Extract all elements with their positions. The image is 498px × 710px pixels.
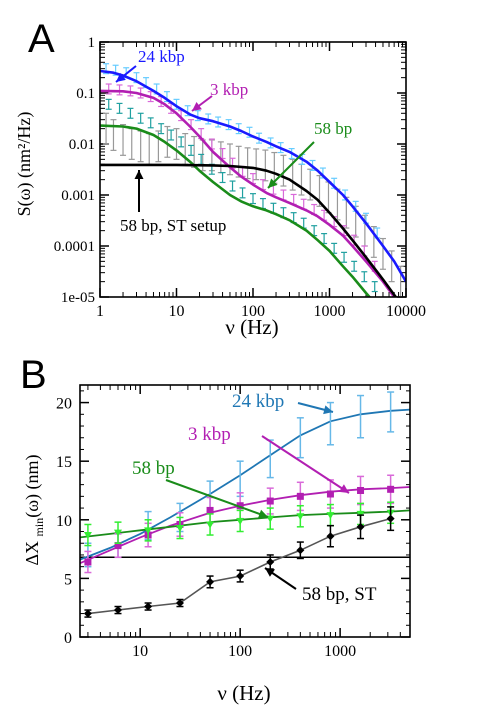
- y-tick-label: 0.1: [76, 86, 95, 102]
- data-point: [206, 577, 215, 586]
- y-tick-label: 20: [56, 396, 72, 413]
- x-tick-label: 10000: [386, 303, 426, 320]
- data-point: [296, 546, 305, 555]
- panel-a-annotation: 3 kbp: [210, 80, 248, 99]
- data-point: [84, 558, 92, 566]
- fit-line-24-kbp: [100, 69, 406, 283]
- annotation-arrow: [267, 141, 315, 189]
- x-tick-label: 10: [169, 303, 185, 320]
- x-tick-label: 100: [241, 303, 265, 320]
- data-point: [296, 513, 305, 521]
- data-point: [266, 497, 274, 505]
- annotation-arrowhead: [192, 102, 202, 111]
- panel-a-annotation: 24 kbp: [138, 47, 185, 66]
- data-point: [175, 599, 184, 608]
- panel-a-label: A: [28, 17, 55, 61]
- data-point: [175, 524, 184, 532]
- panel-a-annotation: 58 bp, ST setup: [120, 216, 226, 235]
- data-point: [266, 557, 275, 566]
- ylabel-subscript: min: [32, 518, 46, 537]
- data-point: [326, 512, 335, 520]
- data-point: [296, 492, 304, 500]
- y-tick-label: 0.01: [69, 137, 95, 153]
- y-tick-label: 1e-05: [61, 290, 95, 306]
- panel-b-frame: [79, 384, 411, 638]
- x-tick-label: 1: [96, 303, 104, 320]
- data-point: [236, 502, 244, 510]
- data-point: [386, 514, 395, 523]
- data-point: [326, 532, 335, 541]
- fit-line: [80, 509, 410, 539]
- data-point: [236, 517, 245, 525]
- panel-a-xlabel: ν (Hz): [225, 315, 278, 339]
- panel-b-annotation: 3 kbp: [188, 424, 231, 445]
- panel-b-annotation: 24 kbp: [232, 391, 284, 412]
- panel-a-ylabel: S(ω) (nm²/Hz): [14, 112, 35, 217]
- fit-line: [80, 408, 410, 561]
- data-point: [83, 609, 92, 618]
- data-point: [266, 515, 275, 523]
- annotation-arrowhead: [258, 509, 268, 519]
- data-point: [114, 606, 123, 615]
- data-point: [206, 521, 215, 529]
- data-point: [83, 532, 92, 540]
- fit-line: [80, 486, 410, 565]
- fit-line-58-bp-st-setup: [100, 163, 398, 297]
- data-point: [356, 522, 365, 531]
- y-tick-label: 10: [56, 513, 72, 530]
- fit-line-3-kbp: [100, 89, 396, 297]
- y-tick-label: 15: [56, 454, 72, 471]
- x-tick-label: 1000: [314, 303, 346, 320]
- fit-line-58-bp: [100, 124, 372, 297]
- panel-b-xlabel: ν (Hz): [217, 681, 270, 705]
- panel-b-label: B: [20, 353, 47, 397]
- ylabel-rest: (ω) (nm): [22, 454, 43, 517]
- annotation-arrow: [165, 479, 269, 518]
- data-point: [206, 506, 214, 514]
- annotation-arrowhead: [323, 405, 333, 415]
- annotation-arrowhead: [116, 72, 126, 82]
- panel-a-annotation: 58 bp: [314, 119, 352, 138]
- y-tick-label: 1: [88, 35, 96, 51]
- annotation-arrowhead: [268, 178, 278, 188]
- y-tick-label: 5: [64, 571, 72, 588]
- panel-a-frame: [99, 41, 407, 298]
- annotation-arrowhead: [134, 170, 144, 179]
- y-tick-label: 0.001: [61, 188, 95, 204]
- data-point: [326, 490, 334, 498]
- panel-a-series: [100, 63, 406, 297]
- x-tick-label: 10: [132, 643, 148, 660]
- data-point: [144, 527, 153, 535]
- panel-a: A 1 10 100 1000 10000 1e-05 0.0001 0.001 0.01 0.1…: [14, 17, 426, 339]
- panel-b-annotation: 58 bp: [132, 458, 175, 479]
- x-tick-label: 1000: [324, 643, 356, 660]
- panel-b-series: [80, 391, 410, 618]
- x-tick-label: 100: [228, 643, 252, 660]
- panel-b-ylabel-text: ΔX: [22, 541, 42, 566]
- y-tick-label: 0.0001: [54, 239, 95, 255]
- data-point: [114, 529, 123, 537]
- panel-b-ylabel: ΔX min(ω) (nm): [22, 454, 46, 565]
- data-point: [114, 542, 122, 550]
- panel-a-plot-area: 1 10 100 1000 10000 1e-05 0.0001 0.001 0.01 0.1 1 2…: [54, 35, 426, 320]
- panel-b-annotation: 58 bp, ST: [302, 584, 377, 605]
- data-point: [236, 572, 245, 581]
- annotation-arrowhead: [339, 484, 349, 493]
- data-point: [357, 486, 365, 494]
- annotation-arrow: [261, 435, 350, 494]
- data-point: [144, 602, 153, 611]
- annotation-arrowhead: [265, 568, 275, 577]
- data-point: [387, 485, 395, 493]
- y-tick-label: 0: [64, 630, 72, 647]
